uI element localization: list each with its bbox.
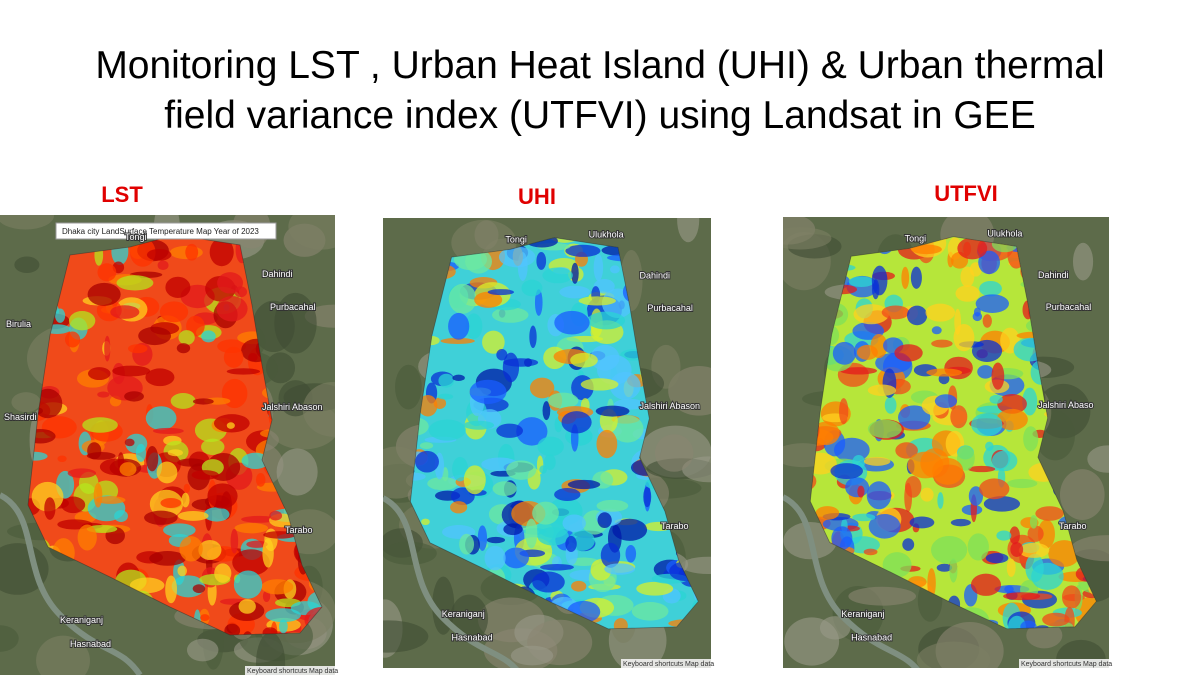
title-line: field variance index (UTFVI) using Lands… bbox=[164, 94, 1035, 137]
place-label: Shasirdi bbox=[4, 412, 37, 422]
footer-bar bbox=[621, 659, 711, 668]
title-line: Monitoring LST , Urban Heat Island (UHI)… bbox=[95, 44, 1104, 87]
place-label: Jalshiri Abason bbox=[640, 401, 701, 411]
footer-text: Keyboard shortcuts bbox=[623, 661, 684, 668]
map: Dhaka city LandSurface Temperature Map Y… bbox=[0, 215, 338, 675]
place-label: Tongi bbox=[125, 232, 147, 242]
footer-bar bbox=[1019, 659, 1109, 668]
place-label: Purbacahal bbox=[647, 303, 693, 313]
footer-text: Map data bbox=[1083, 661, 1112, 668]
place-label: Ulukhola bbox=[589, 230, 624, 240]
place-label: Jalshiri Abaso bbox=[1038, 400, 1094, 410]
place-label: Purbacahal bbox=[270, 302, 316, 312]
place-label: Tarabo bbox=[1059, 521, 1087, 531]
place-label: Tongi bbox=[505, 234, 527, 244]
panel-label: UTFVI bbox=[934, 181, 998, 206]
place-label: Dahindi bbox=[640, 271, 671, 281]
river bbox=[383, 495, 520, 668]
place-label: Birulia bbox=[6, 319, 31, 329]
panel-label: LST bbox=[101, 182, 143, 207]
place-label: Keraniganj bbox=[442, 609, 485, 619]
place-label: Dahindi bbox=[1038, 270, 1069, 280]
place-label: Ulukhola bbox=[987, 229, 1022, 239]
place-label: Hasnabad bbox=[452, 633, 493, 643]
place-label: Dahindi bbox=[262, 269, 293, 279]
footer-text: Map data bbox=[309, 668, 338, 675]
city-boundary bbox=[27, 234, 323, 636]
map: Tongi Ulukhola Dahindi Purbacahal Jalshiri A… bbox=[383, 218, 714, 668]
river bbox=[0, 492, 143, 675]
place-label: Hasnabad bbox=[70, 639, 111, 649]
place-label: Keraniganj bbox=[60, 615, 103, 625]
footer-text: Map data bbox=[685, 661, 714, 668]
river bbox=[783, 494, 920, 668]
city-boundary bbox=[809, 236, 1097, 630]
place-label: Hasnabad bbox=[851, 633, 892, 643]
place-label: Tongi bbox=[905, 234, 927, 244]
map-title-box bbox=[55, 222, 277, 240]
place-label: Jalshiri Abason bbox=[262, 402, 323, 412]
place-label: Purbacahal bbox=[1046, 302, 1092, 312]
footer-text: Keyboard shortcuts bbox=[1021, 661, 1082, 668]
place-label: Tarabo bbox=[285, 525, 313, 535]
footer-bar bbox=[245, 666, 335, 675]
place-label: Keraniganj bbox=[841, 609, 884, 619]
panel-label: UHI bbox=[518, 184, 556, 209]
map-title: Dhaka city LandSurface Temperature Map Y… bbox=[62, 227, 259, 236]
city-boundary bbox=[410, 237, 699, 630]
place-label: Tarabo bbox=[661, 521, 689, 531]
map: Tongi Ulukhola Dahindi Purbacahal Jalshiri A… bbox=[783, 217, 1112, 668]
footer-text: Keyboard shortcuts bbox=[247, 668, 308, 675]
